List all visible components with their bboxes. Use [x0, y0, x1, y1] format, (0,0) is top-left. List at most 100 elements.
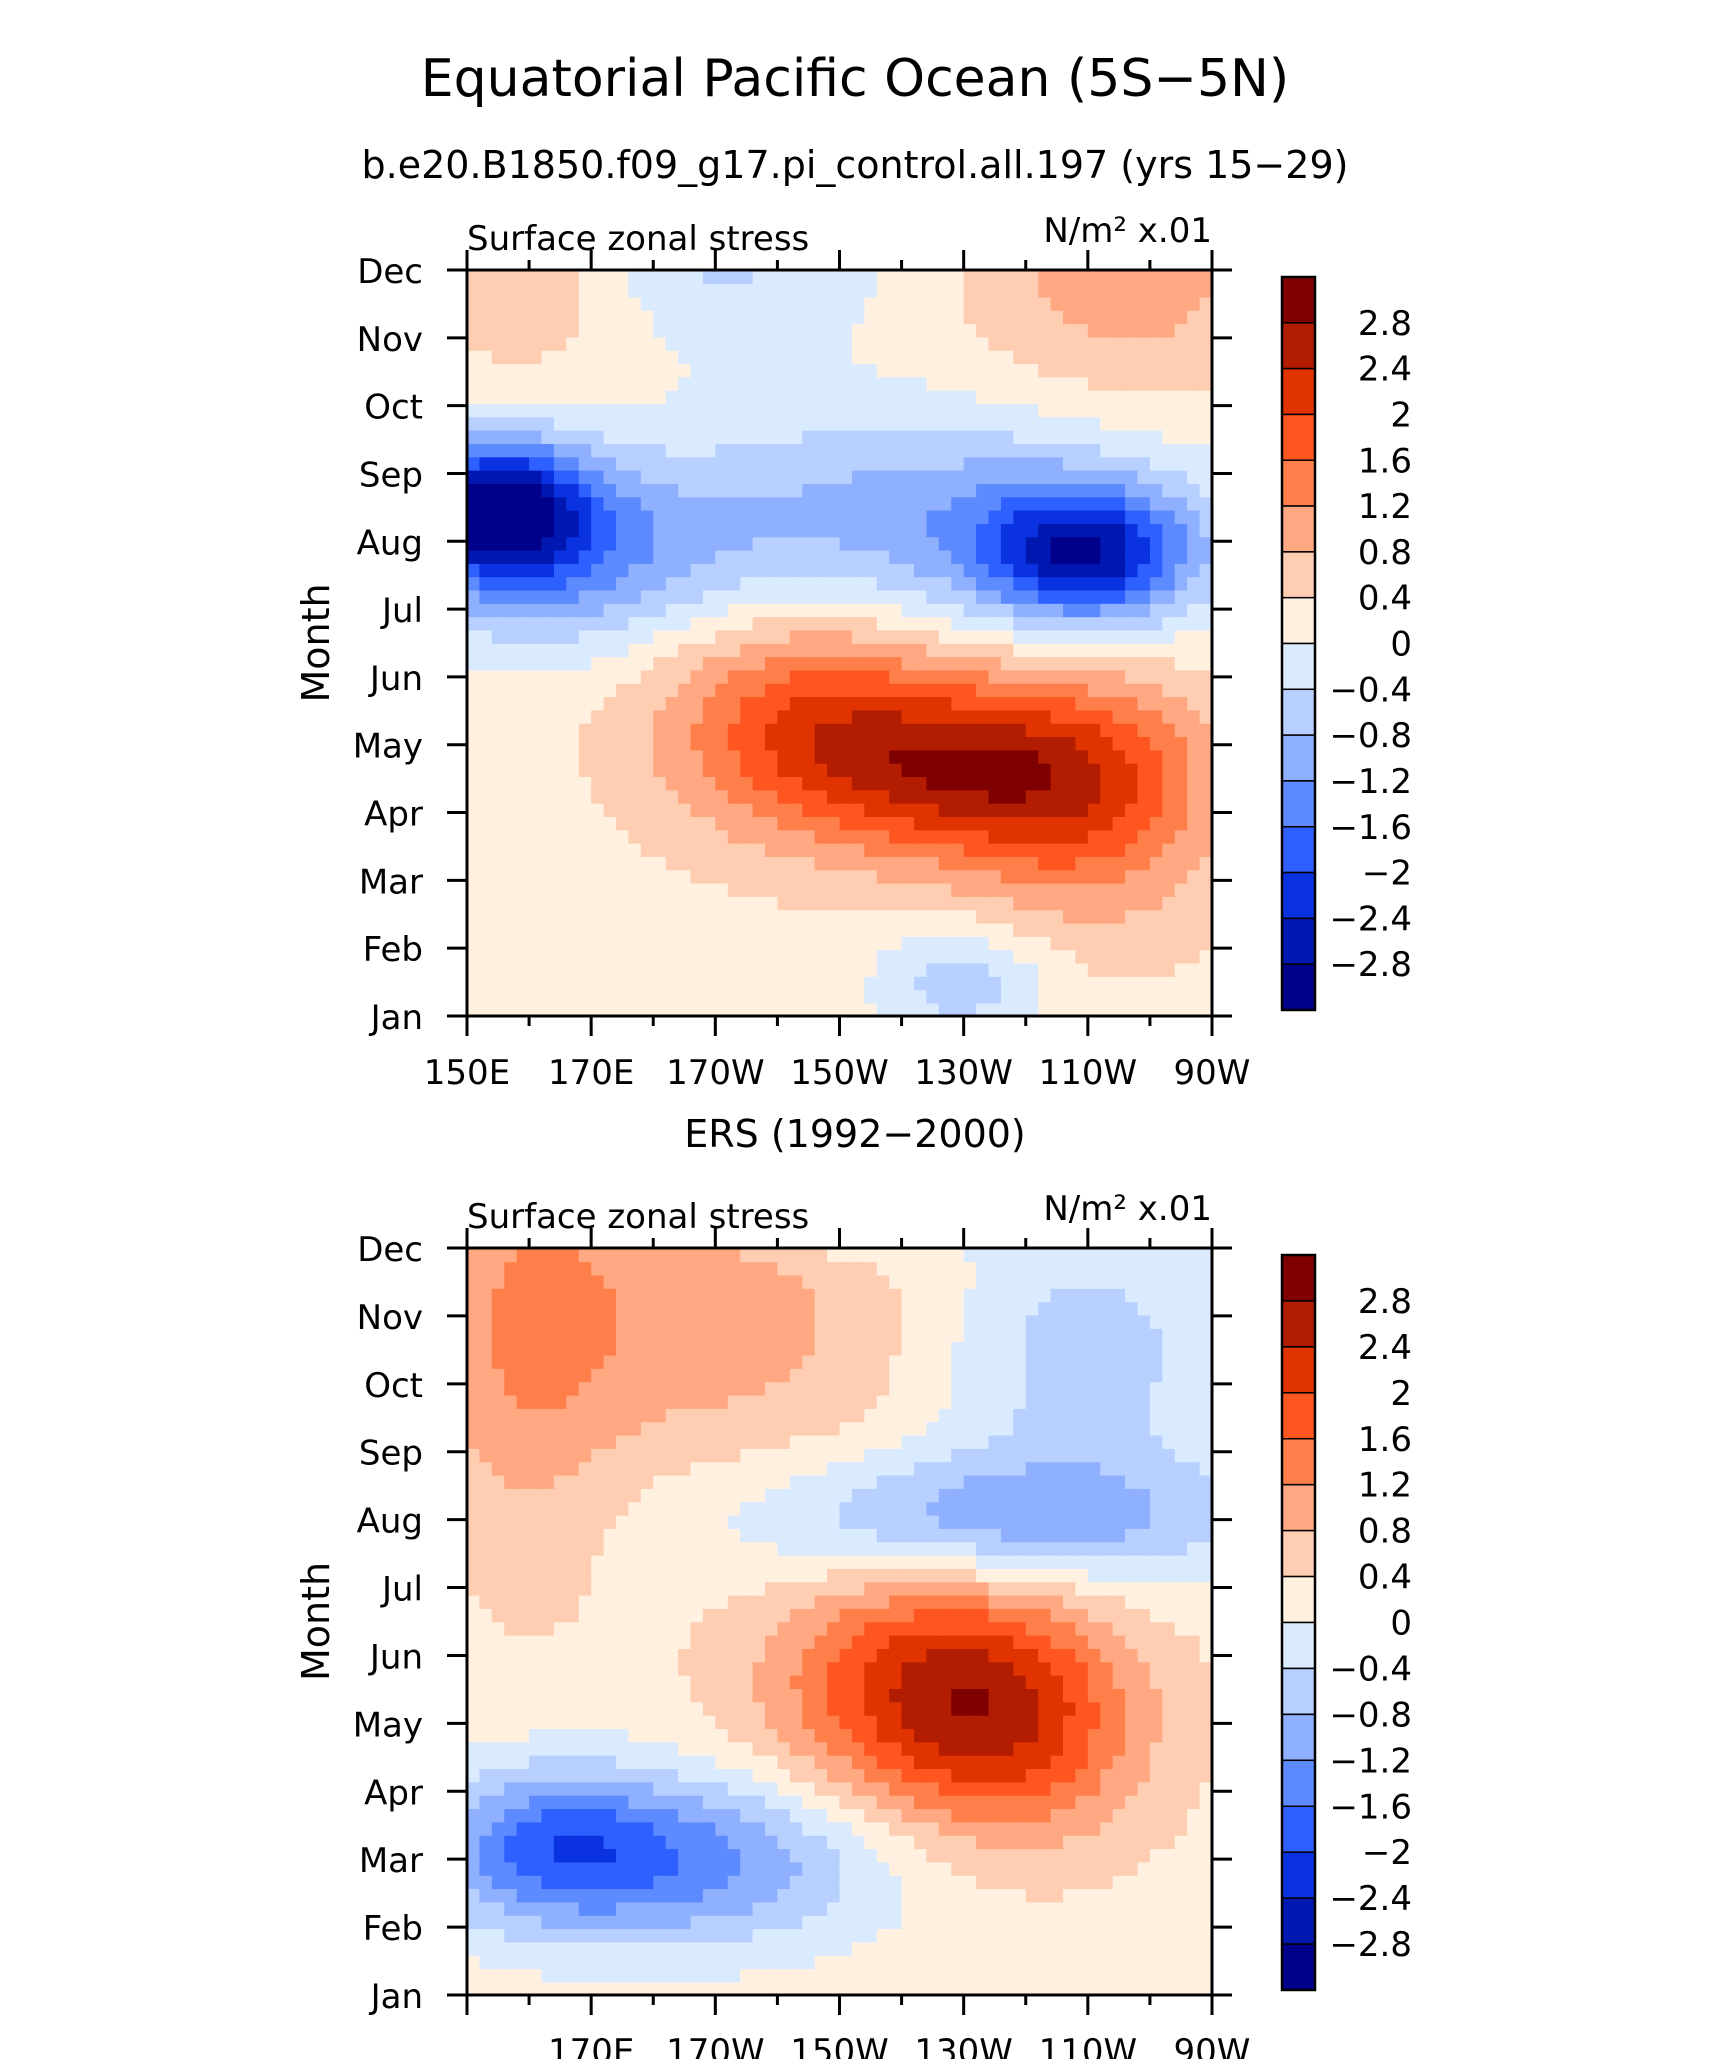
contour-cell	[727, 1954, 741, 1970]
contour-cell	[640, 1701, 655, 1716]
contour-cell	[1199, 669, 1212, 684]
contour-cell	[479, 1714, 493, 1730]
contour-cell	[1137, 589, 1151, 604]
contour-cell	[491, 603, 506, 618]
contour-cell	[616, 483, 630, 498]
contour-cell	[1174, 962, 1188, 977]
contour-cell	[938, 349, 953, 365]
contour-cell	[851, 882, 866, 897]
contour-cell	[727, 1701, 741, 1716]
contour-cell	[1025, 896, 1039, 911]
contour-cell	[516, 1688, 530, 1703]
contour-cell	[603, 882, 617, 897]
contour-cell	[802, 949, 816, 964]
contour-cell	[914, 1941, 928, 1956]
contour-cell	[1125, 1888, 1139, 1903]
contour-cell	[876, 1674, 890, 1689]
contour-cell	[1137, 1794, 1151, 1810]
contour-cell	[1162, 536, 1176, 551]
contour-cell	[1000, 270, 1015, 285]
contour-cell	[876, 1928, 890, 1943]
contour-cell	[727, 922, 741, 937]
contour-cell	[715, 309, 729, 325]
contour-cell	[616, 1768, 630, 1783]
contour-cell	[616, 1821, 630, 1836]
contour-cell	[678, 483, 692, 498]
contour-cell	[1050, 909, 1064, 924]
contour-cell	[690, 270, 704, 285]
contour-cell	[814, 336, 828, 351]
contour-cell	[628, 1002, 642, 1016]
contour-cell	[765, 349, 779, 365]
contour-cell	[789, 1674, 804, 1689]
contour-cell	[827, 656, 841, 671]
contour-cell	[976, 749, 990, 764]
contour-cell	[1100, 1808, 1114, 1823]
contour-cell	[926, 1808, 940, 1823]
contour-cell	[553, 323, 568, 338]
contour-cell	[1075, 443, 1089, 458]
contour-cell	[1013, 1714, 1027, 1730]
contour-cell	[1025, 882, 1039, 897]
contour-cell	[553, 1741, 568, 1756]
contour-cell	[603, 603, 617, 618]
contour-cell	[777, 962, 791, 977]
contour-cell	[752, 656, 766, 671]
contour-cell	[640, 523, 655, 538]
contour-cell	[1199, 829, 1212, 844]
contour-cell	[665, 736, 679, 751]
contour-cell	[1063, 936, 1077, 951]
contour-cell	[715, 589, 729, 604]
contour-cell	[740, 656, 754, 671]
contour-cell	[1149, 309, 1164, 325]
contour-cell	[665, 576, 679, 591]
contour-cell	[1100, 722, 1114, 738]
contour-cell	[1000, 1688, 1015, 1703]
contour-cell	[814, 576, 828, 591]
contour-cell	[678, 469, 692, 484]
contour-cell	[467, 1768, 481, 1783]
contour-cell	[1063, 816, 1077, 831]
contour-cell	[541, 709, 555, 724]
contour-cell	[1149, 1808, 1164, 1823]
contour-cell	[1174, 722, 1188, 738]
contour-cell	[665, 682, 679, 698]
contour-cell	[690, 389, 704, 405]
contour-cell	[901, 576, 915, 591]
contour-cell	[702, 509, 717, 524]
contour-cell	[814, 603, 828, 618]
contour-cell	[777, 936, 791, 951]
contour-cell	[715, 629, 729, 644]
contour-cell	[1000, 629, 1015, 644]
contour-cell	[876, 1941, 890, 1956]
contour-cell	[1149, 363, 1164, 378]
contour-cell	[591, 509, 605, 524]
contour-cell	[1050, 962, 1064, 977]
contour-cell	[901, 1794, 915, 1810]
contour-cell	[529, 1888, 543, 1903]
contour-cell	[1112, 776, 1126, 791]
contour-cell	[491, 816, 506, 831]
contour-cell	[715, 1688, 729, 1703]
contour-cell	[541, 589, 555, 604]
contour-cell	[491, 283, 506, 298]
contour-cell	[765, 363, 779, 378]
contour-cell	[591, 336, 605, 351]
contour-cell	[1100, 1928, 1114, 1943]
contour-cell	[1075, 1834, 1089, 1850]
contour-cell	[690, 829, 704, 844]
contour-cell	[702, 1901, 717, 1916]
contour-cell	[864, 882, 878, 897]
contour-cell	[1187, 1861, 1201, 1876]
contour-cell	[1199, 270, 1212, 285]
contour-cell	[777, 856, 791, 871]
contour-cell	[889, 869, 903, 884]
contour-cell	[1187, 603, 1201, 618]
contour-cell	[479, 549, 493, 564]
contour-cell	[603, 1901, 617, 1916]
contour-cell	[1025, 389, 1039, 405]
contour-cell	[665, 1768, 679, 1783]
contour-cell	[628, 469, 642, 484]
contour-cell	[851, 603, 866, 618]
contour-cell	[690, 989, 704, 1004]
